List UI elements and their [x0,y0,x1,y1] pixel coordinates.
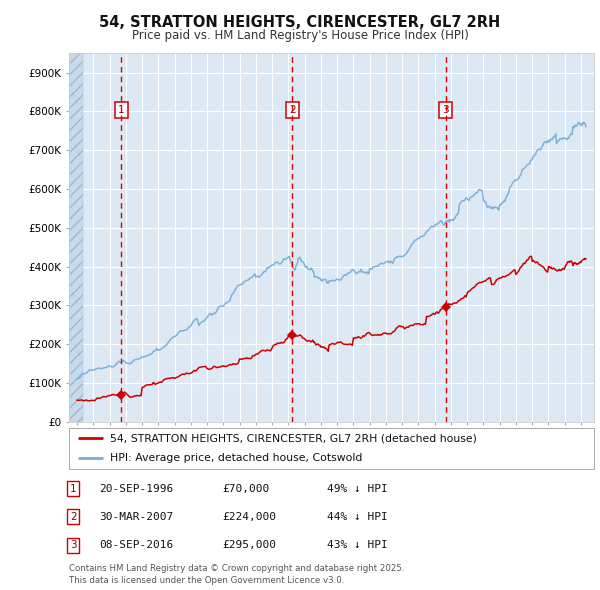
Text: 30-MAR-2007: 30-MAR-2007 [99,512,173,522]
Text: 54, STRATTON HEIGHTS, CIRENCESTER, GL7 2RH: 54, STRATTON HEIGHTS, CIRENCESTER, GL7 2… [100,15,500,30]
Text: 08-SEP-2016: 08-SEP-2016 [99,540,173,550]
Text: 2: 2 [289,105,296,115]
Text: £224,000: £224,000 [222,512,276,522]
Text: 1: 1 [118,105,125,115]
Text: 3: 3 [442,105,449,115]
Text: 43% ↓ HPI: 43% ↓ HPI [327,540,388,550]
Text: £70,000: £70,000 [222,484,269,493]
Text: 44% ↓ HPI: 44% ↓ HPI [327,512,388,522]
Text: 20-SEP-1996: 20-SEP-1996 [99,484,173,493]
Text: HPI: Average price, detached house, Cotswold: HPI: Average price, detached house, Cots… [110,453,362,463]
Text: 49% ↓ HPI: 49% ↓ HPI [327,484,388,493]
Text: £295,000: £295,000 [222,540,276,550]
Text: Contains HM Land Registry data © Crown copyright and database right 2025.
This d: Contains HM Land Registry data © Crown c… [69,565,404,585]
Text: 3: 3 [70,540,77,550]
Text: 2: 2 [70,512,77,522]
Text: Price paid vs. HM Land Registry's House Price Index (HPI): Price paid vs. HM Land Registry's House … [131,29,469,42]
Text: 54, STRATTON HEIGHTS, CIRENCESTER, GL7 2RH (detached house): 54, STRATTON HEIGHTS, CIRENCESTER, GL7 2… [110,434,477,444]
Text: 1: 1 [70,484,77,493]
